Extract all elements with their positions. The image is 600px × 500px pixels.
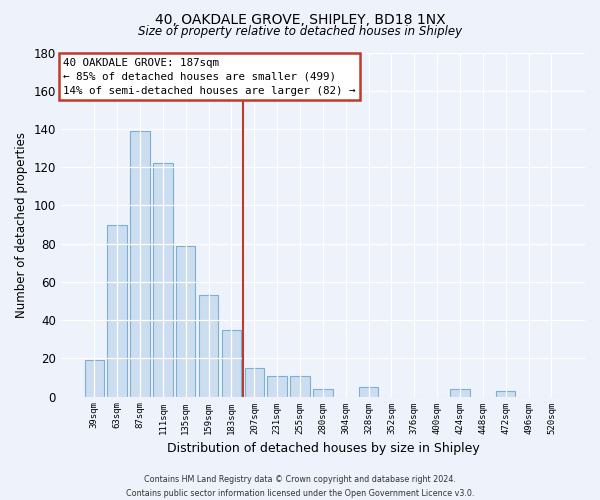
- Text: Size of property relative to detached houses in Shipley: Size of property relative to detached ho…: [138, 25, 462, 38]
- Bar: [130, 131, 150, 396]
- Bar: [153, 164, 173, 396]
- X-axis label: Distribution of detached houses by size in Shipley: Distribution of detached houses by size …: [167, 442, 479, 455]
- Bar: [85, 360, 104, 397]
- Text: 40, OAKDALE GROVE, SHIPLEY, BD18 1NX: 40, OAKDALE GROVE, SHIPLEY, BD18 1NX: [155, 12, 445, 26]
- Y-axis label: Number of detached properties: Number of detached properties: [15, 132, 28, 318]
- Text: Contains HM Land Registry data © Crown copyright and database right 2024.
Contai: Contains HM Land Registry data © Crown c…: [126, 476, 474, 498]
- Bar: [496, 391, 515, 396]
- Bar: [245, 368, 264, 396]
- Bar: [268, 376, 287, 396]
- Bar: [313, 389, 332, 396]
- Bar: [359, 387, 379, 396]
- Bar: [451, 389, 470, 396]
- Bar: [176, 246, 196, 396]
- Bar: [290, 376, 310, 396]
- Bar: [107, 224, 127, 396]
- Text: 40 OAKDALE GROVE: 187sqm
← 85% of detached houses are smaller (499)
14% of semi-: 40 OAKDALE GROVE: 187sqm ← 85% of detach…: [64, 58, 356, 96]
- Bar: [199, 296, 218, 396]
- Bar: [222, 330, 241, 396]
